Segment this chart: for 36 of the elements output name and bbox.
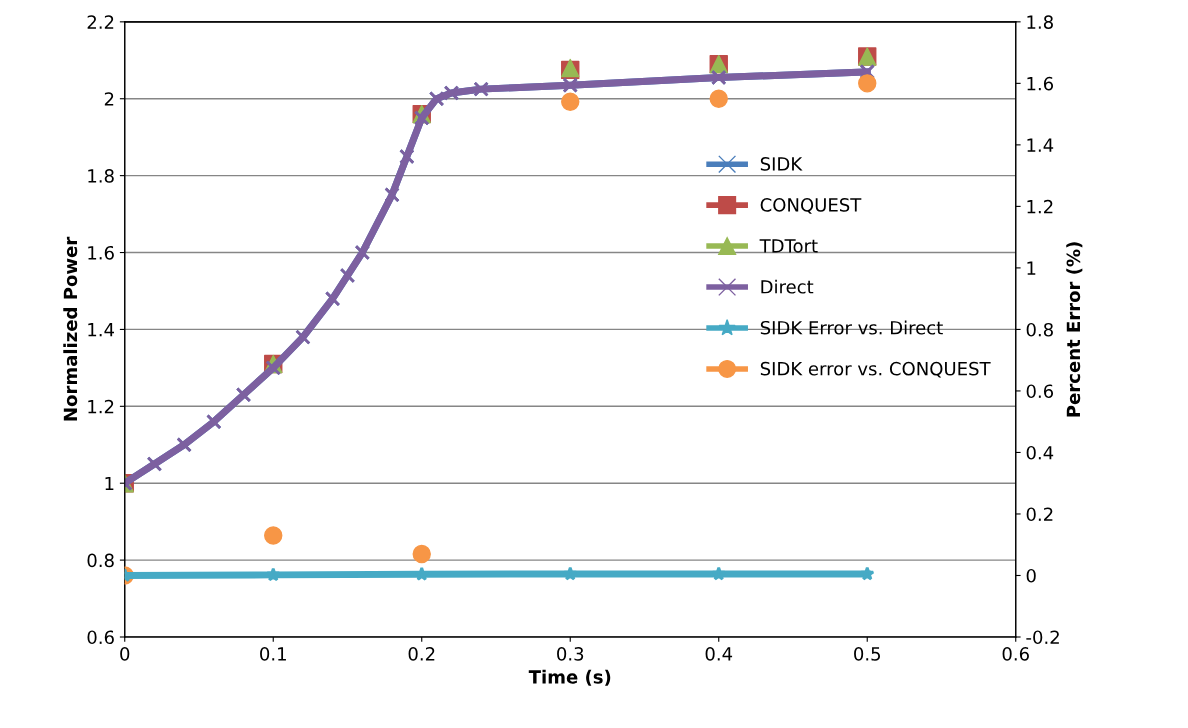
x-tick-label: 0	[120, 647, 130, 661]
y-tick-label: 0.8	[87, 553, 114, 568]
legend-label: SIDK	[760, 157, 803, 171]
y2-tick-label: 1.2	[1027, 199, 1053, 214]
y-tick-label: 0.6	[87, 630, 114, 645]
y-tick-label: 1	[105, 476, 114, 491]
x-tick-label: 0.2	[408, 647, 435, 661]
y2-tick-label: 0.4	[1026, 445, 1054, 460]
y2-axis-title: Percent Error (%)	[1066, 242, 1083, 417]
legend-label: Direct	[761, 279, 814, 294]
legend-label: SIDK Error vs. Direct	[760, 320, 943, 335]
x-tick-label: 0.5	[854, 647, 881, 661]
y-axis-title: Normalized Power	[63, 236, 78, 421]
y2-tick-label: 0.8	[1026, 322, 1053, 337]
legend-label: TDTort	[759, 239, 818, 253]
y2-tick-label: 1.8	[1027, 15, 1053, 29]
y-tick-label: 1.8	[88, 169, 114, 183]
y2-tick-label: 0.6	[1026, 384, 1054, 399]
y2-tick-label: 1.4	[1027, 138, 1054, 152]
y-tick-label: 2	[104, 92, 114, 106]
x-tick-label: 0.1	[260, 647, 286, 661]
y2-tick-label: 1	[1027, 261, 1036, 275]
y2-tick-label: 0	[1026, 568, 1036, 583]
y2-tick-label: 0.2	[1026, 507, 1053, 522]
y-tick-label: 1.2	[88, 399, 114, 414]
y-tick-label: 1.4	[88, 323, 115, 337]
x-tick-label: 0.4	[705, 647, 733, 661]
x-axis-title: Time (s)	[528, 669, 611, 686]
y-tick-label: 2.2	[87, 15, 114, 29]
x-tick-label: 0.3	[557, 647, 584, 661]
y2-tick-label: 1.6	[1027, 76, 1054, 91]
legend-label: SIDK error vs. CONQUEST	[760, 361, 991, 378]
y-tick-label: 1.6	[88, 245, 114, 260]
legend-label: CONQUEST	[760, 198, 862, 214]
y2-tick-label: -0.2	[1026, 630, 1059, 645]
x-tick-label: 0.6	[1002, 647, 1029, 661]
